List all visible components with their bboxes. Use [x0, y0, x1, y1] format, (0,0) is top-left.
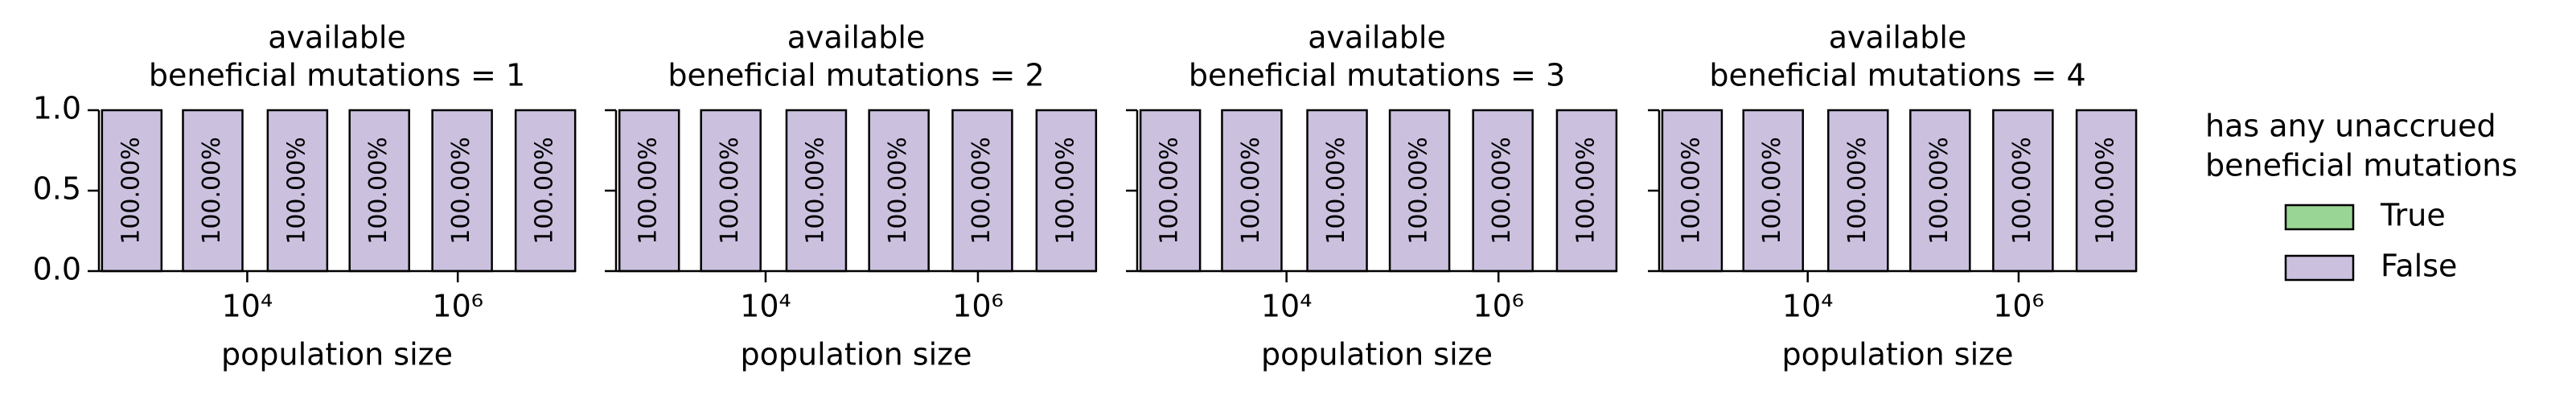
bar-label: 100.00% [531, 137, 559, 244]
bar [868, 109, 930, 273]
bar-label: 100.00% [801, 137, 829, 244]
bar-label: 100.00% [1405, 137, 1433, 244]
x-axis-label: population size [1261, 337, 1493, 372]
bar [1992, 109, 2054, 273]
x-tick-label: 10⁶ [952, 289, 1004, 324]
bar-label: 100.00% [1571, 137, 1600, 244]
bar [1388, 109, 1451, 273]
legend-title: beneficial mutations [2205, 148, 2517, 183]
bar [101, 109, 163, 273]
bar-label: 100.00% [2092, 137, 2120, 244]
bar [618, 109, 680, 273]
panel-title: beneficial mutations = 2 [668, 58, 1044, 93]
x-tick-label: 10⁴ [740, 289, 791, 324]
bar-label: 100.00% [1322, 137, 1350, 244]
bar-label: 100.00% [1488, 137, 1516, 244]
bar-label: 100.00% [117, 137, 145, 244]
bar [514, 109, 577, 273]
x-tick-label: 10⁶ [432, 289, 483, 324]
bar-label: 100.00% [1156, 137, 1184, 244]
bar [1035, 109, 1098, 273]
panel-title: available [268, 20, 406, 56]
bar-label: 100.00% [364, 137, 392, 244]
x-tick-label: 10⁶ [1473, 289, 1524, 324]
bar-label: 100.00% [1925, 137, 1954, 244]
bar-label: 100.00% [447, 137, 475, 244]
legend-label: True [2380, 198, 2446, 233]
bar-label: 100.00% [1677, 137, 1705, 244]
panel-title: beneficial mutations = 4 [1709, 58, 2085, 93]
legend-swatch [2284, 254, 2355, 282]
bar [951, 109, 1013, 273]
y-tick-label: 1.0 [33, 91, 81, 126]
bar-label: 100.00% [1237, 137, 1265, 244]
x-axis-label: population size [1782, 337, 2014, 372]
x-tick-label: 10⁶ [1993, 289, 2044, 324]
bar-label: 100.00% [716, 137, 744, 244]
bar [1909, 109, 1971, 273]
x-tick-label: 10⁴ [222, 289, 273, 324]
bar [182, 109, 244, 273]
bar-label: 100.00% [2008, 137, 2036, 244]
y-tick-label: 0.0 [33, 252, 81, 287]
bar [2075, 109, 2138, 273]
bar-label: 100.00% [282, 137, 310, 244]
bar [1742, 109, 1804, 273]
bar-label: 100.00% [198, 137, 226, 244]
legend-title: has any unaccrued [2205, 109, 2496, 144]
legend-swatch [2284, 204, 2355, 231]
bar [348, 109, 410, 273]
bar-label: 100.00% [968, 137, 996, 244]
legend-label: False [2381, 249, 2457, 284]
bar-label: 100.00% [884, 137, 912, 244]
panel-title: available [787, 20, 926, 56]
x-axis-label: population size [221, 337, 453, 372]
bar [1306, 109, 1368, 273]
bar-label: 100.00% [1758, 137, 1786, 244]
bar-label: 100.00% [1051, 137, 1079, 244]
x-tick-label: 10⁴ [1261, 289, 1313, 324]
x-tick-label: 10⁴ [1782, 289, 1834, 324]
x-axis-label: population size [741, 337, 972, 372]
bar [700, 109, 762, 273]
panel-title: available [1829, 20, 1967, 56]
panel-title: available [1308, 20, 1446, 56]
y-tick-label: 0.5 [33, 171, 81, 207]
panel-title: beneficial mutations = 3 [1189, 58, 1565, 93]
bar-label: 100.00% [635, 137, 663, 244]
panel-title: beneficial mutations = 1 [149, 58, 525, 93]
bar-label: 100.00% [1843, 137, 1871, 244]
